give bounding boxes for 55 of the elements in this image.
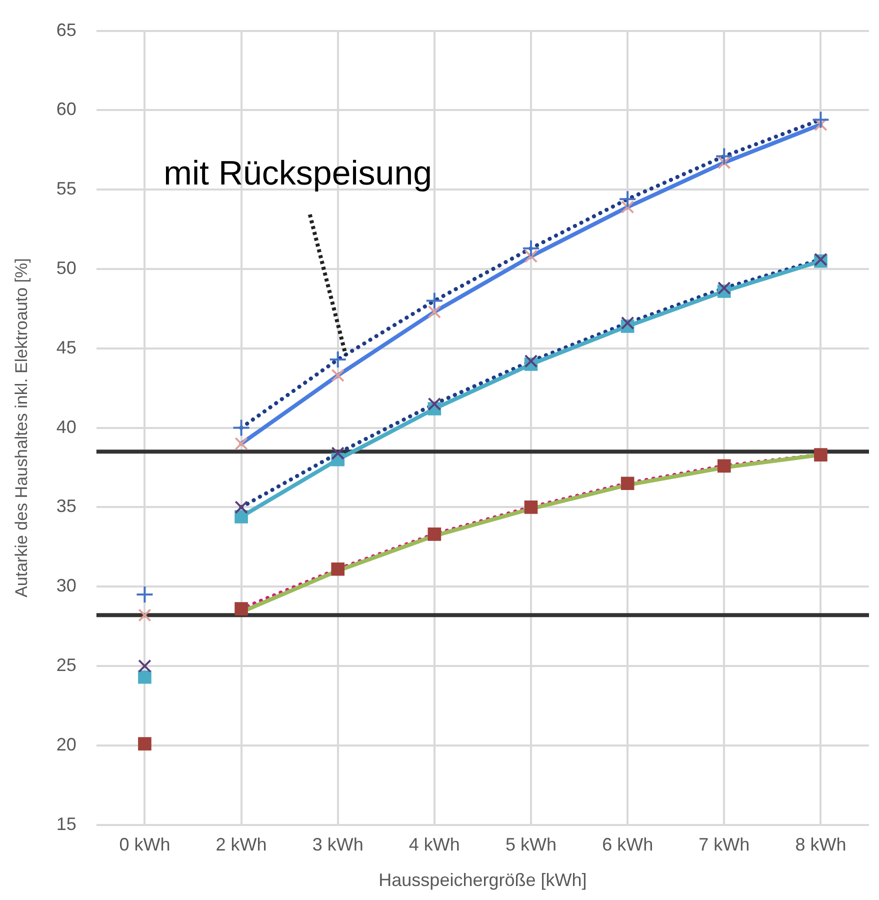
x-tick-label: 5 kWh <box>505 834 557 855</box>
point <box>620 200 634 214</box>
annotation: mit Rückspeisung <box>164 154 432 193</box>
point <box>234 510 248 524</box>
y-axis-title: Autarkie des Haushaltes inkl. Elektroauto [%] <box>12 258 31 598</box>
y-tick-label: 60 <box>56 99 76 120</box>
y-tick-label: 55 <box>56 178 76 199</box>
point <box>717 459 731 473</box>
x-tick-label: 8 kWh <box>795 834 846 855</box>
point <box>524 250 538 263</box>
point <box>232 418 250 437</box>
point <box>715 147 734 166</box>
y-tick-label: 30 <box>56 576 76 596</box>
point <box>618 190 637 208</box>
point <box>522 239 540 258</box>
y-tick-label: 25 <box>56 654 76 675</box>
point <box>620 316 634 330</box>
point <box>331 562 345 576</box>
y-tick-label: 45 <box>56 337 76 358</box>
x-tick-label: 3 kWh <box>312 834 364 855</box>
point <box>234 500 248 514</box>
y-tick-label: 20 <box>56 734 76 754</box>
point <box>524 500 538 514</box>
y-tick-label: 50 <box>56 258 76 278</box>
y-tick-label: 65 <box>56 20 76 40</box>
x-tick-label: 0 kWh <box>119 834 170 855</box>
point <box>138 608 152 622</box>
point <box>138 670 152 684</box>
point <box>331 446 345 460</box>
point <box>331 368 345 382</box>
point <box>814 448 828 462</box>
x-tick-label: 6 kWh <box>602 834 654 855</box>
y-tick-label: 15 <box>56 814 76 834</box>
point <box>717 281 731 295</box>
x-tick-label: 4 kWh <box>408 834 460 855</box>
point <box>234 602 248 616</box>
point <box>428 397 442 411</box>
point <box>428 305 442 319</box>
point <box>717 156 731 170</box>
point <box>138 659 152 673</box>
point <box>814 118 828 132</box>
x-tick-label: 2 kWh <box>216 834 267 855</box>
y-tick-label: 40 <box>56 416 76 437</box>
x-axis-title: Hausspeichergröße [kWh] <box>378 870 587 890</box>
point <box>428 528 442 541</box>
x-tick-label: 7 kWh <box>698 834 750 855</box>
point <box>136 586 154 604</box>
point <box>138 737 152 750</box>
point <box>234 437 248 450</box>
point <box>812 110 830 129</box>
point <box>524 354 538 368</box>
point <box>328 350 347 369</box>
point <box>425 292 444 310</box>
point <box>620 476 634 490</box>
y-tick-label: 35 <box>56 496 76 516</box>
